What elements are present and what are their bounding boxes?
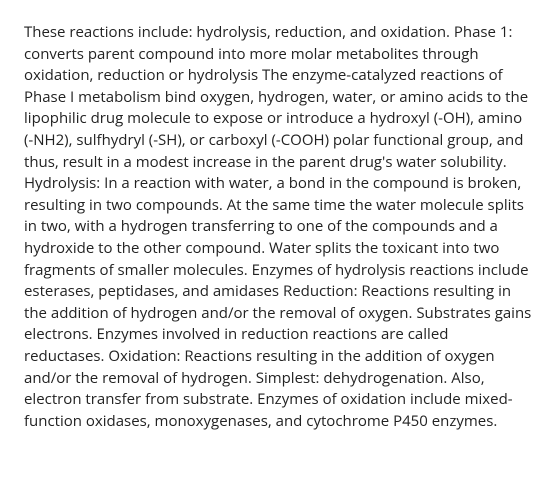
document-body-text: These reactions include: hydrolysis, red… (24, 22, 532, 432)
